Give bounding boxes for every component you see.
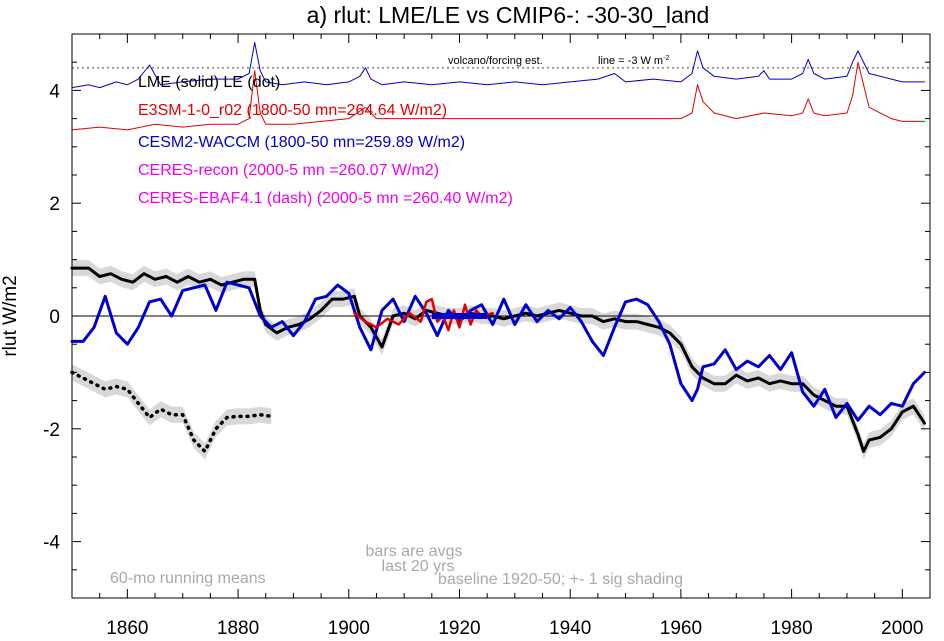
- axes: 1860 1880 1900 1920 1940 1960 1980 2000 -4 -2 0 2 4: [43, 33, 931, 639]
- y-tick-label-4: 4: [49, 81, 60, 102]
- x-tick-label-1980: 1980: [770, 618, 812, 639]
- y-tick-label--4: -4: [43, 533, 60, 554]
- series-cesm2-waccm: [70, 280, 926, 422]
- x-tick-label-1880: 1880: [217, 618, 259, 639]
- line-annotation-text: line = -3 W m: [598, 55, 663, 67]
- legend-entry-lme-le: LME (solid) LE (dot): [138, 74, 280, 91]
- shading-le-dot: [72, 364, 272, 460]
- series-lme-solid: [70, 266, 926, 453]
- x-tick-label-2000: 2000: [881, 618, 923, 639]
- y-tick-label-0: 0: [49, 307, 60, 328]
- series-e3sm-1-0-r02: [353, 297, 494, 332]
- y-tick-label-2: 2: [49, 194, 60, 215]
- x-tick-label-1960: 1960: [660, 618, 702, 639]
- series-cesm2-waccm-volcano-forcing-est: [71, 42, 925, 89]
- y-axis-label: rlut W/m2: [0, 275, 21, 356]
- x-tick-label-1920: 1920: [438, 618, 480, 639]
- bars-note-line1: bars are avgs: [366, 543, 463, 560]
- sigma-shading: [72, 260, 925, 460]
- x-tick-label-1940: 1940: [549, 618, 591, 639]
- line-annotation: line = -3 W m-2: [598, 55, 669, 67]
- legend-entry-e3sm: E3SM-1-0_r02 (1800-50 mn=264.64 W/m2): [138, 102, 447, 119]
- legend-entry-cesm2: CESM2-WACCM (1800-50 mn=259.89 W/m2): [138, 134, 465, 151]
- reference-lines: [72, 67, 930, 317]
- series-le-dot: [70, 370, 274, 454]
- series-lines: [70, 42, 926, 454]
- series-e3sm-1-0-r02-volcano-forcing-est: [71, 61, 925, 131]
- line-annotation-sup: -2: [663, 55, 669, 62]
- volcano-annotation: volcano/forcing est.: [448, 55, 543, 67]
- y-tick-label--2: -2: [43, 420, 60, 441]
- running-means-note: 60-mo running means: [110, 570, 266, 587]
- bars-note-line2: last 20 yrs: [382, 558, 455, 575]
- baseline-note: baseline 1920-50; +- 1 sig shading: [438, 571, 683, 588]
- shading-lme-solid: [72, 260, 925, 460]
- legend-entry-ceres-recon: CERES-recon (2000-5 mn =260.07 W/m2): [138, 162, 439, 179]
- chart-title: a) rlut: LME/LE vs CMIP6-: -30-30_land: [307, 2, 710, 28]
- legend: LME (solid) LE (dot) E3SM-1-0_r02 (1800-…: [138, 74, 513, 207]
- x-tick-label-1900: 1900: [328, 618, 370, 639]
- x-tick-label-1860: 1860: [106, 618, 148, 639]
- legend-entry-ceres-ebaf: CERES-EBAF4.1 (dash) (2000-5 mn =260.40 …: [138, 190, 513, 207]
